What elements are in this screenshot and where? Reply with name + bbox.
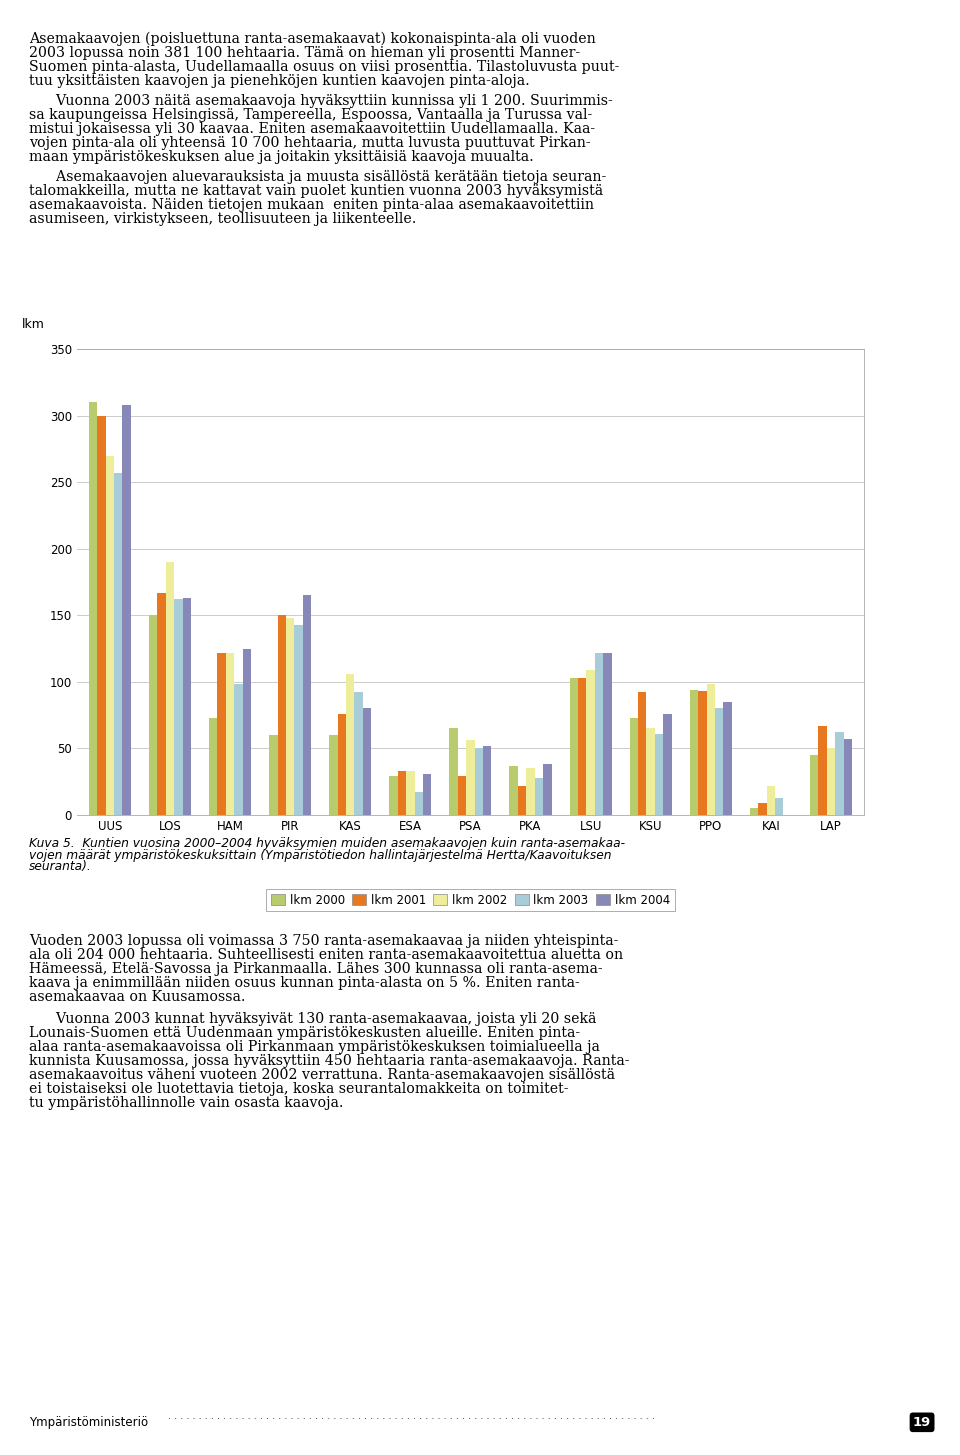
Text: vojen pinta-ala oli yhteensä 10 700 hehtaaria, mutta luvusta puuttuvat Pirkan-: vojen pinta-ala oli yhteensä 10 700 heht… [29, 137, 590, 150]
Bar [174, 599, 182, 815]
Legend: lkm 2000, lkm 2001, lkm 2002, lkm 2003, lkm 2004: lkm 2000, lkm 2001, lkm 2002, lkm 2003, … [266, 889, 675, 911]
Text: Suomen pinta-alasta, Uudellamaalla osuus on viisi prosenttia. Tilastoluvusta puu: Suomen pinta-alasta, Uudellamaalla osuus… [29, 60, 619, 74]
Bar [510, 765, 517, 815]
Bar [295, 624, 302, 815]
Text: alaa ranta-asemakaavoissa oli Pirkanmaan ympäristökeskuksen toimialueella ja: alaa ranta-asemakaavoissa oli Pirkanmaan… [29, 1040, 600, 1053]
Bar [302, 595, 311, 815]
Bar [595, 652, 603, 815]
Bar [638, 693, 646, 815]
Text: mistui jokaisessa yli 30 kaavaa. Eniten asemakaavoitettiin Uudellamaalla. Kaa-: mistui jokaisessa yli 30 kaavaa. Eniten … [29, 122, 595, 137]
Bar [243, 649, 252, 815]
Text: Hämeessä, Etelä-Savossa ja Pirkanmaalla. Lähes 300 kunnassa oli ranta-asema-: Hämeessä, Etelä-Savossa ja Pirkanmaalla.… [29, 962, 603, 976]
Bar [603, 652, 612, 815]
Bar [166, 562, 174, 815]
Text: Ympäristöministeriö: Ympäristöministeriö [29, 1416, 148, 1429]
Text: ei toistaiseksi ole luotettavia tietoja, koska seurantalomakkeita on toimitet-: ei toistaiseksi ole luotettavia tietoja,… [29, 1083, 568, 1096]
Bar [354, 693, 363, 815]
Text: lkm: lkm [22, 317, 44, 330]
Text: vojen määrät ympäristökeskuksittain (Ympäristötiedon hallintajärjestelmä Hertta/: vojen määrät ympäristökeskuksittain (Ymp… [29, 848, 612, 861]
Text: tuu yksittäisten kaavojen ja pienehköjen kuntien kaavojen pinta-aloja.: tuu yksittäisten kaavojen ja pienehköjen… [29, 74, 530, 89]
Bar [106, 455, 114, 815]
Bar [338, 714, 346, 815]
Text: seuranta).: seuranta). [29, 860, 91, 873]
Bar [835, 732, 844, 815]
Bar [767, 786, 775, 815]
Text: asemakaavoista. Näiden tietojen mukaan  eniten pinta-alaa asemakaavoitettiin: asemakaavoista. Näiden tietojen mukaan e… [29, 198, 594, 212]
Text: Lounais-Suomen että Uudenmaan ympäristökeskusten alueille. Eniten pinta-: Lounais-Suomen että Uudenmaan ympäristök… [29, 1026, 580, 1040]
Bar [329, 735, 338, 815]
Bar [483, 745, 492, 815]
Bar [346, 674, 354, 815]
Bar [818, 726, 827, 815]
Text: asemakaavaa on Kuusamossa.: asemakaavaa on Kuusamossa. [29, 991, 246, 1004]
Text: sa kaupungeissa Helsingissä, Tampereella, Espoossa, Vantaalla ja Turussa val-: sa kaupungeissa Helsingissä, Tampereella… [29, 108, 592, 122]
Text: 2003 lopussa noin 381 100 hehtaaria. Tämä on hieman yli prosentti Manner-: 2003 lopussa noin 381 100 hehtaaria. Täm… [29, 47, 580, 60]
Text: Vuoden 2003 lopussa oli voimassa 3 750 ranta-asemakaavaa ja niiden yhteispinta-: Vuoden 2003 lopussa oli voimassa 3 750 r… [29, 934, 618, 949]
Bar [449, 729, 458, 815]
Text: 19: 19 [913, 1416, 931, 1429]
Bar [406, 771, 415, 815]
Bar [707, 684, 715, 815]
Bar [775, 797, 783, 815]
Bar [209, 717, 217, 815]
Text: Asemakaavojen (poisluettuna ranta-asemakaavat) kokonaispinta-ala oli vuoden: Asemakaavojen (poisluettuna ranta-asemak… [29, 32, 595, 47]
Bar [269, 735, 277, 815]
Bar [715, 709, 724, 815]
Text: Vuonna 2003 kunnat hyväksyivät 130 ranta-asemakaavaa, joista yli 20 sekä: Vuonna 2003 kunnat hyväksyivät 130 ranta… [29, 1011, 596, 1026]
Bar [217, 652, 226, 815]
Bar [277, 615, 286, 815]
Bar [535, 777, 543, 815]
Text: talomakkeilla, mutta ne kattavat vain puolet kuntien vuonna 2003 hyväksymistä: talomakkeilla, mutta ne kattavat vain pu… [29, 183, 603, 198]
Bar [646, 729, 655, 815]
Bar [467, 741, 474, 815]
Bar [724, 701, 732, 815]
Text: · · · · · · · · · · · · · · · · · · · · · · · · · · · · · · · · · · · · · · · · : · · · · · · · · · · · · · · · · · · · · … [168, 1414, 658, 1424]
Bar [698, 691, 707, 815]
Bar [149, 615, 157, 815]
Bar [363, 709, 372, 815]
Bar [517, 786, 526, 815]
Bar [526, 768, 535, 815]
Text: asemakaavoitus väheni vuoteen 2002 verrattuna. Ranta-asemakaavojen sisällöstä: asemakaavoitus väheni vuoteen 2002 verra… [29, 1068, 614, 1083]
Bar [569, 678, 578, 815]
Text: asumiseen, virkistykseen, teollisuuteen ja liikenteelle.: asumiseen, virkistykseen, teollisuuteen … [29, 212, 417, 226]
Bar [286, 618, 295, 815]
Bar [844, 739, 852, 815]
Bar [758, 803, 767, 815]
Text: kaava ja enimmillään niiden osuus kunnan pinta-alasta on 5 %. Eniten ranta-: kaava ja enimmillään niiden osuus kunnan… [29, 976, 580, 991]
Bar [182, 598, 191, 815]
Text: Asemakaavojen aluevarauksista ja muusta sisällöstä kerätään tietoja seuran-: Asemakaavojen aluevarauksista ja muusta … [29, 170, 606, 183]
Bar [663, 714, 672, 815]
Text: ala oli 204 000 hehtaaria. Suhteellisesti eniten ranta-asemakaavoitettua aluetta: ala oli 204 000 hehtaaria. Suhteellisest… [29, 949, 623, 962]
Bar [234, 684, 243, 815]
Bar [750, 808, 758, 815]
Bar [415, 792, 423, 815]
Bar [827, 748, 835, 815]
Bar [458, 776, 467, 815]
Bar [578, 678, 587, 815]
Text: tu ympäristöhallinnolle vain osasta kaavoja.: tu ympäristöhallinnolle vain osasta kaav… [29, 1096, 344, 1110]
Bar [543, 764, 552, 815]
Bar [655, 733, 663, 815]
Bar [89, 403, 97, 815]
Bar [689, 690, 698, 815]
Bar [226, 652, 234, 815]
Text: kunnista Kuusamossa, jossa hyväksyttiin 450 hehtaaria ranta-asemakaavoja. Ranta-: kunnista Kuusamossa, jossa hyväksyttiin … [29, 1053, 630, 1068]
Bar [97, 416, 106, 815]
Bar [114, 473, 123, 815]
Bar [630, 717, 638, 815]
Bar [423, 774, 431, 815]
Bar [157, 592, 166, 815]
Text: Vuonna 2003 näitä asemakaavoja hyväksyttiin kunnissa yli 1 200. Suurimmis-: Vuonna 2003 näitä asemakaavoja hyväksytt… [29, 95, 612, 108]
Bar [587, 669, 595, 815]
Text: Kuva 5.  Kuntien vuosina 2000–2004 hyväksymien muiden asemakaavojen kuin ranta-a: Kuva 5. Kuntien vuosina 2000–2004 hyväks… [29, 837, 625, 850]
Bar [810, 755, 818, 815]
Bar [397, 771, 406, 815]
Bar [474, 748, 483, 815]
Text: maan ympäristökeskuksen alue ja joitakin yksittäisiä kaavoja muualta.: maan ympäristökeskuksen alue ja joitakin… [29, 150, 534, 164]
Bar [389, 776, 397, 815]
Bar [123, 404, 131, 815]
